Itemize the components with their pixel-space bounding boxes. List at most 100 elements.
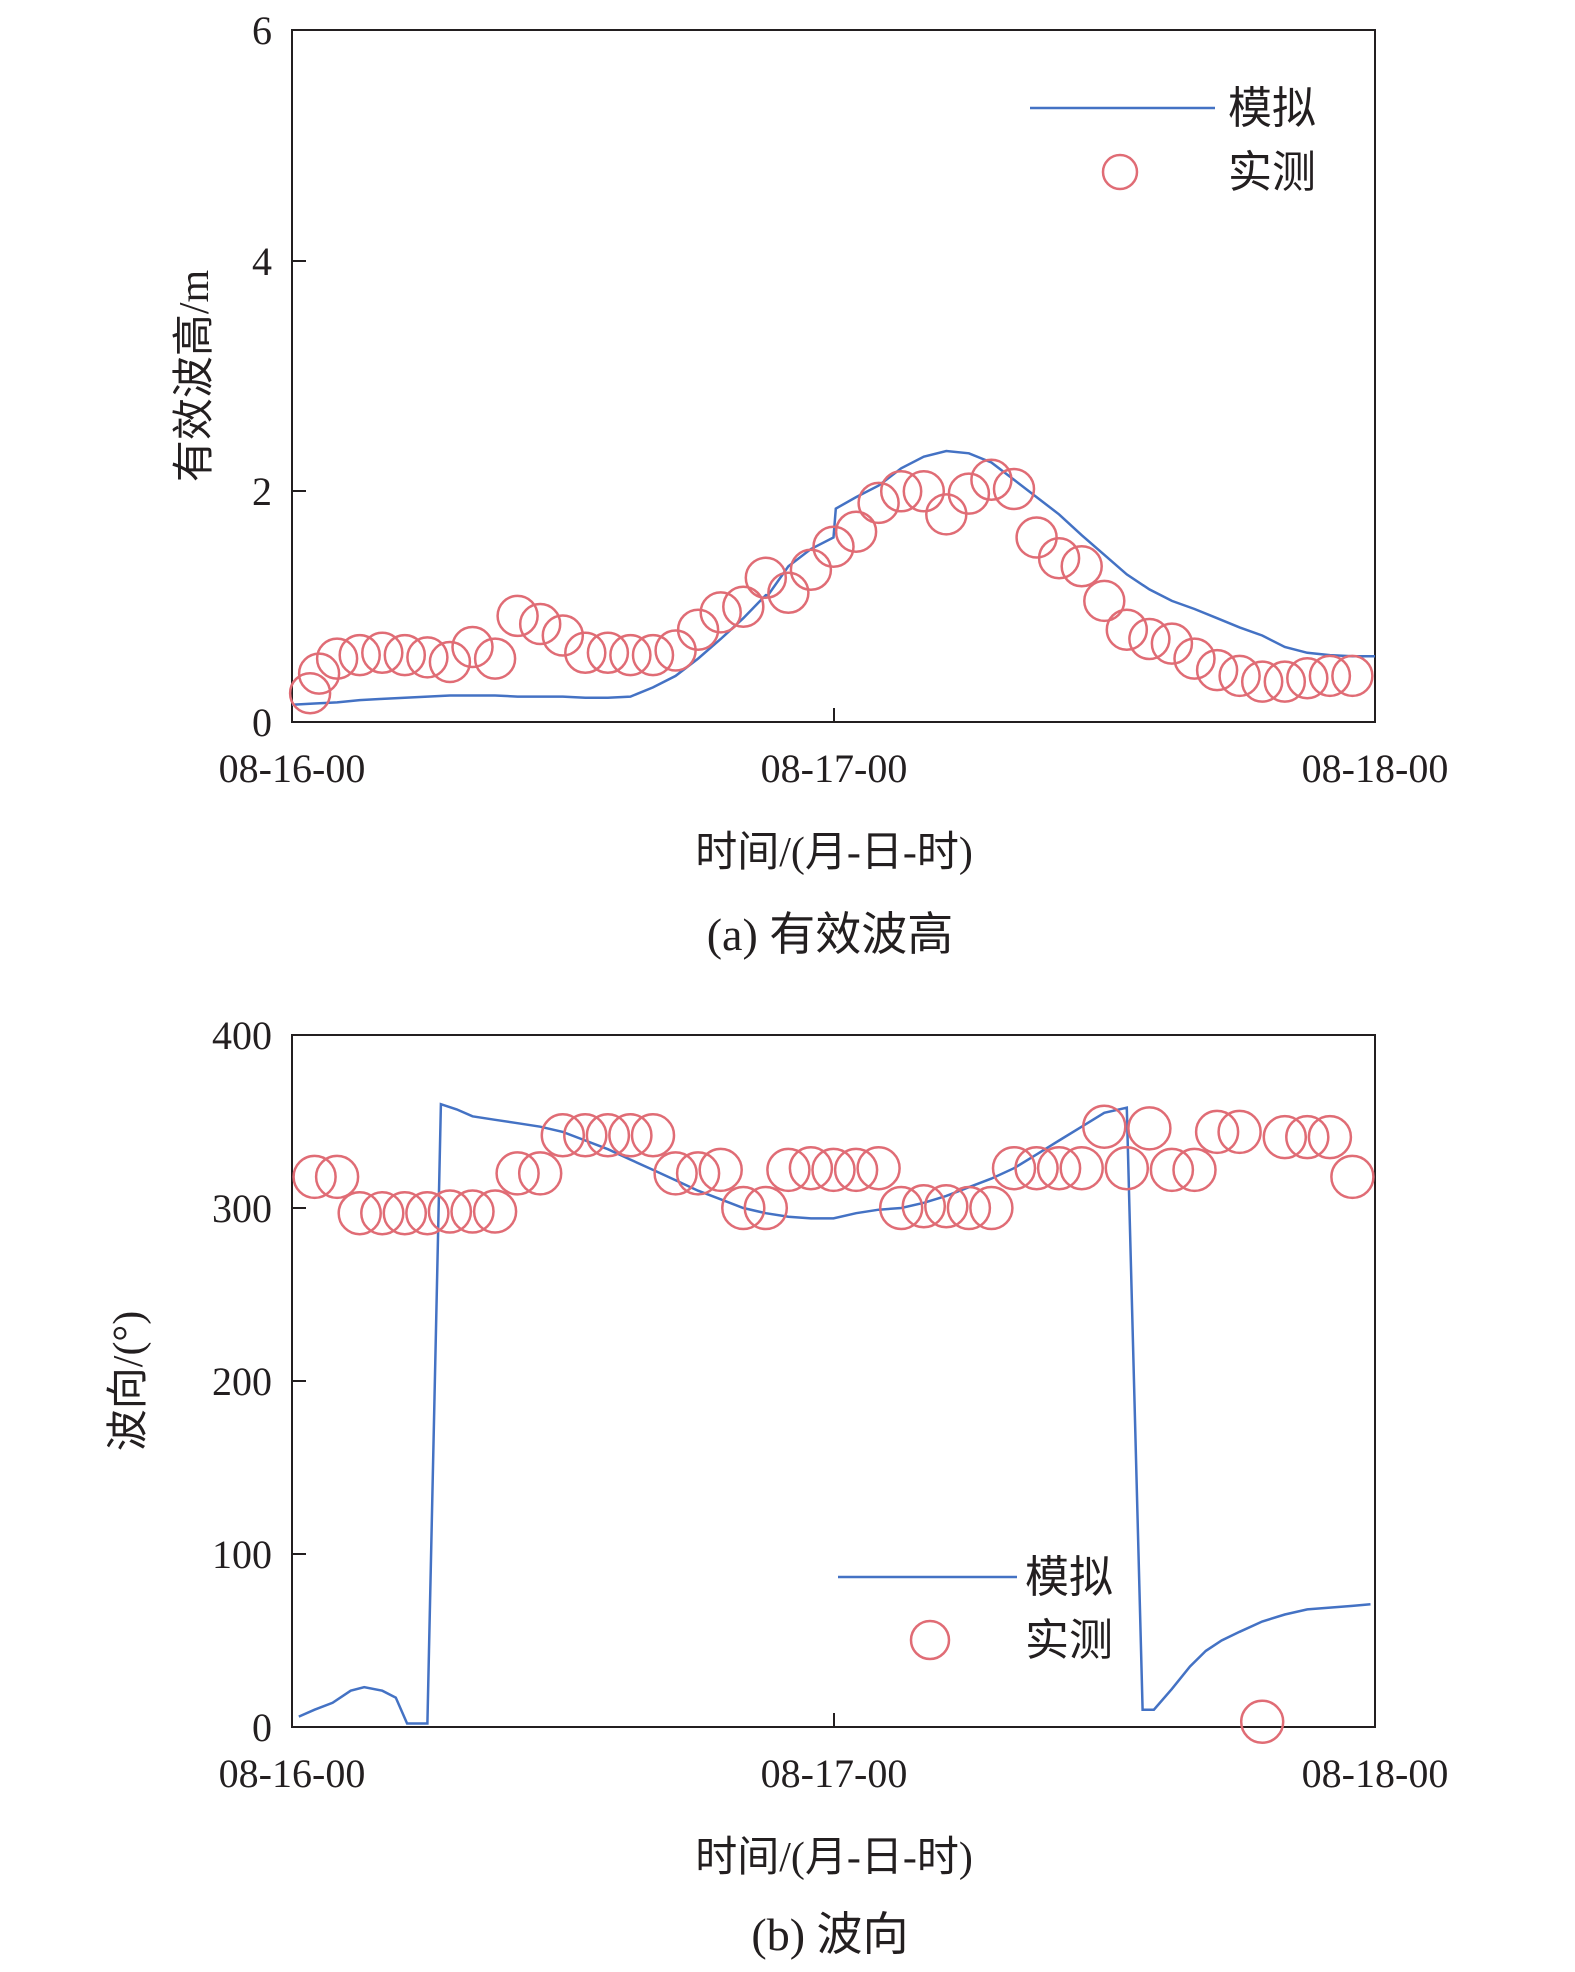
observed-data-point — [1218, 654, 1261, 698]
observed-data-point — [518, 602, 562, 646]
observed-data-point — [789, 548, 833, 592]
observed-data-point — [1217, 1109, 1262, 1155]
observed-data-point — [654, 629, 697, 672]
observed-data-point — [585, 1113, 631, 1158]
observed-data-point — [360, 1190, 405, 1236]
observed-data-point — [1331, 654, 1374, 698]
y-tick-label: 6 — [252, 8, 272, 53]
observed-data-point — [653, 1151, 698, 1196]
legend-swatch-observed — [909, 1619, 951, 1661]
observed-data-point — [1015, 516, 1058, 559]
observed-data-point — [1036, 1145, 1082, 1191]
panel-b-caption: (b) 波向 — [751, 1909, 908, 1960]
observed-data-point — [722, 585, 765, 628]
plot-frame — [291, 29, 1376, 723]
observed-data-point — [879, 470, 923, 513]
observed-data-point — [383, 633, 427, 677]
observed-data-point — [1173, 637, 1216, 680]
y-tick-label: 100 — [212, 1532, 272, 1577]
observed-data-point — [698, 1147, 743, 1193]
observed-data-point — [540, 1113, 586, 1158]
observed-data-point — [1150, 622, 1194, 665]
observed-data-point — [767, 571, 810, 615]
y-axis-title: 波向/(°) — [106, 1311, 152, 1451]
panel-a-wave-height: 0 2 4 6 08-16-00 08-17-00 08-18-00 时间/(月… — [172, 8, 1448, 960]
observed-data-point — [992, 467, 1036, 511]
y-tick-label: 400 — [212, 1013, 272, 1058]
observed-data-point — [1128, 617, 1171, 661]
observed-data-point — [337, 1190, 382, 1236]
legend-swatch-observed — [1101, 153, 1139, 191]
observed-data-point — [1308, 654, 1352, 698]
observed-data-point — [338, 633, 381, 677]
observed-series-markers — [288, 458, 1374, 715]
observed-data-point — [472, 1189, 518, 1234]
observed-data-point — [788, 1145, 834, 1191]
x-axis-title: 时间/(月-日-时) — [695, 830, 973, 876]
observed-data-point — [564, 631, 607, 675]
observed-data-point — [361, 631, 404, 675]
x-tick-label: 08-17-00 — [761, 746, 908, 791]
chart-marks — [292, 1102, 1375, 1745]
legend-label-simulated: 模拟 — [1025, 1553, 1113, 1602]
x-tick-label: 08-16-00 — [219, 746, 366, 791]
observed-data-point — [563, 1113, 608, 1158]
observed-data-point — [1194, 1109, 1240, 1155]
observed-series-markers — [292, 1104, 1375, 1745]
legend-label-observed: 实测 — [1025, 1616, 1113, 1665]
x-tick-label: 08-18-00 — [1302, 1751, 1449, 1796]
observed-data-point — [676, 608, 720, 651]
observed-data-point — [1195, 648, 1239, 692]
observed-data-point — [833, 1147, 879, 1193]
legend-label-observed: 实测 — [1228, 148, 1316, 197]
observed-data-point — [1285, 1114, 1330, 1160]
observed-data-point — [1262, 1114, 1308, 1160]
observed-data-point — [744, 556, 788, 600]
observed-data-point — [1105, 608, 1149, 651]
observed-data-point — [1149, 1147, 1195, 1193]
observed-data-point — [991, 1145, 1037, 1191]
observed-data-point — [1082, 1104, 1127, 1149]
observed-data-point — [541, 614, 585, 657]
observed-data-point — [315, 637, 359, 680]
observed-data-point — [1330, 1154, 1375, 1200]
observed-data-point — [1172, 1147, 1217, 1193]
y-axis-title: 有效波高/m — [172, 270, 218, 483]
chart-marks — [288, 449, 1375, 715]
observed-data-point — [450, 1189, 495, 1234]
observed-data-point — [766, 1147, 811, 1193]
observed-data-point — [630, 1113, 676, 1158]
observed-data-point — [1286, 656, 1329, 700]
observed-data-point — [314, 1154, 360, 1200]
observed-data-point — [969, 1185, 1014, 1231]
observed-data-point — [970, 458, 1013, 502]
observed-data-point — [495, 1151, 540, 1196]
legend: 模拟 实测 — [838, 1553, 1113, 1665]
observed-data-point — [947, 472, 991, 515]
observed-data-point — [1059, 1145, 1104, 1191]
legend-label-simulated: 模拟 — [1228, 84, 1316, 133]
observed-data-point — [292, 1154, 337, 1200]
x-tick-label: 08-16-00 — [219, 1751, 366, 1796]
legend: 模拟 实测 — [1030, 84, 1316, 197]
panel-b-wave-direction: 0 100 200 300 400 08-16-00 08-17-00 08-1… — [106, 1013, 1448, 1960]
observed-data-point — [1104, 1145, 1150, 1191]
observed-data-point — [1263, 660, 1307, 703]
observed-data-point — [924, 1184, 969, 1229]
observed-data-point — [1239, 1699, 1285, 1745]
y-tick-label: 300 — [212, 1186, 272, 1231]
panel-a-caption: (a) 有效波高 — [707, 909, 954, 960]
y-tick-label: 0 — [252, 1705, 272, 1750]
x-tick-label: 08-17-00 — [761, 1751, 908, 1796]
observed-data-point — [1240, 660, 1284, 703]
observed-data-point — [1127, 1106, 1172, 1151]
observed-data-point — [608, 1113, 653, 1158]
observed-data-point — [288, 671, 332, 715]
observed-data-point — [1060, 545, 1103, 588]
observed-data-point — [743, 1185, 789, 1231]
observed-data-point — [1037, 536, 1081, 580]
observed-data-point — [721, 1185, 766, 1231]
observed-data-point — [473, 637, 517, 680]
observed-data-point — [406, 636, 449, 679]
